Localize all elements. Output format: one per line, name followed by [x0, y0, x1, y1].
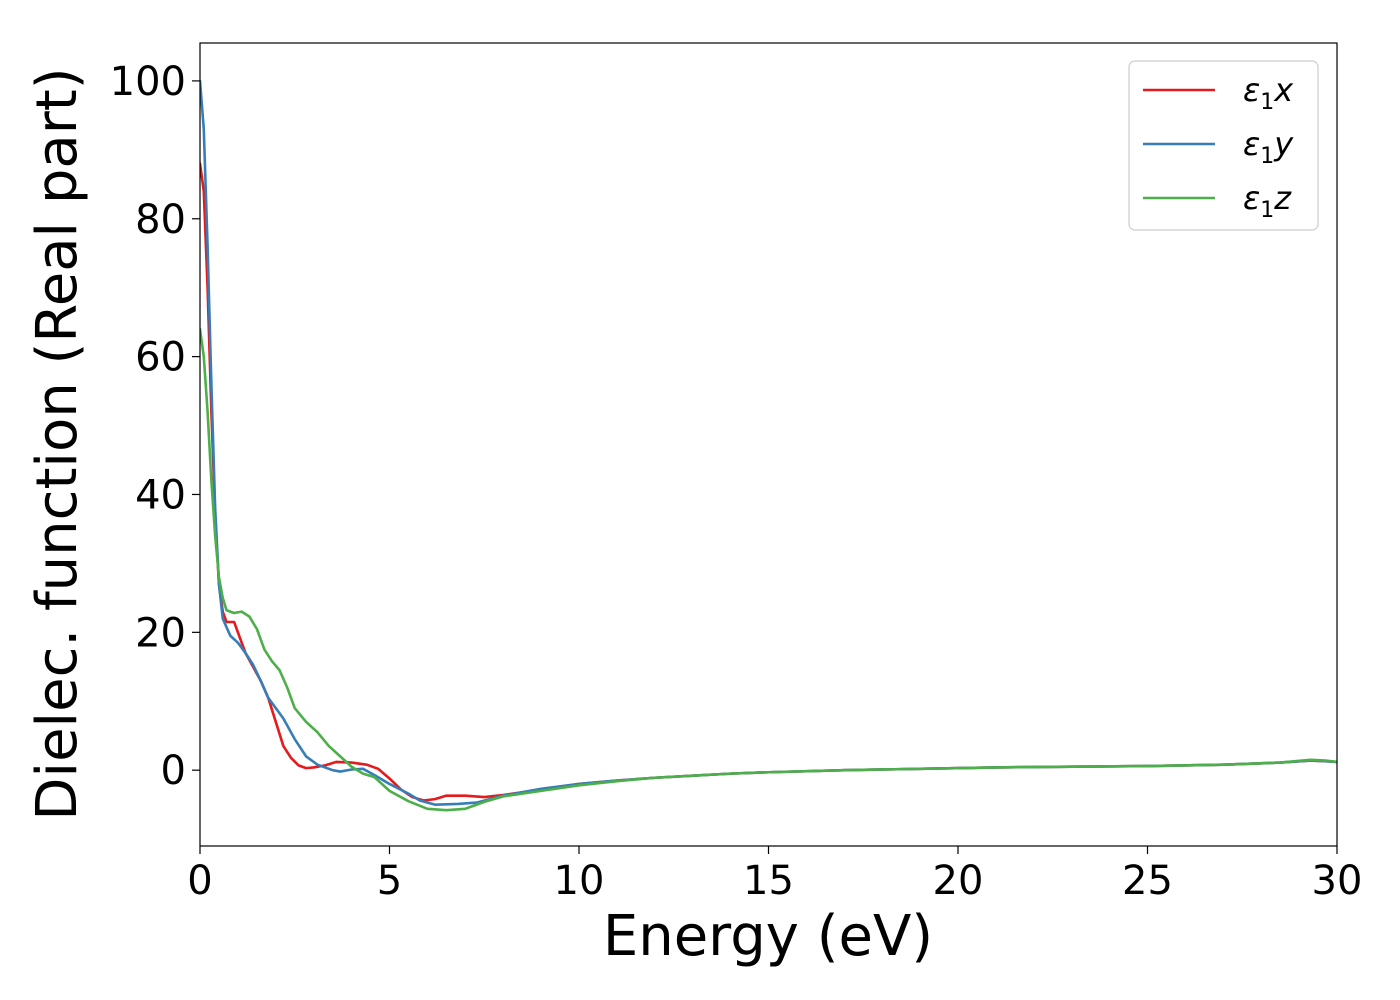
- x-tick-label: 20: [933, 858, 984, 904]
- y-tick-label: 80: [135, 197, 186, 243]
- x-tick-label: 30: [1312, 858, 1363, 904]
- legend-label-z: ε1z: [1243, 179, 1292, 223]
- x-tick-label: 5: [377, 858, 402, 904]
- y-axis-title: Dielec. function (Real part): [25, 67, 90, 820]
- series-line-z: [200, 327, 1337, 812]
- y-tick-label: 0: [161, 748, 186, 794]
- legend-label-y: ε1y: [1243, 125, 1294, 169]
- x-tick-label: 15: [743, 858, 794, 904]
- y-tick-label: 40: [135, 472, 186, 518]
- legend-label-x: ε1x: [1243, 71, 1294, 115]
- x-tick-label: 10: [554, 858, 605, 904]
- legend-box: [1128, 60, 1319, 231]
- y-axis-ticks: 0 20 40 60 80 100: [110, 59, 200, 794]
- x-tick-label: 25: [1122, 858, 1173, 904]
- y-tick-label: 20: [135, 610, 186, 656]
- x-tick-label: 0: [187, 858, 212, 904]
- x-axis-title: Energy (eV): [603, 904, 933, 969]
- x-axis-ticks: 0 5 10 15 20 25 30: [187, 846, 1362, 904]
- y-tick-label: 60: [135, 335, 186, 381]
- legend: ε1x ε1y ε1z: [1128, 60, 1319, 231]
- y-tick-label: 100: [110, 59, 186, 105]
- series-layer: [200, 79, 1337, 812]
